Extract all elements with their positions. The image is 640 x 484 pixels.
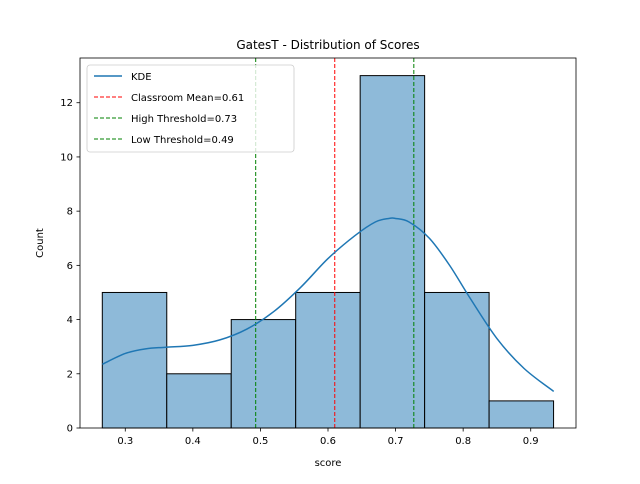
legend-box [86, 64, 295, 153]
x-tick-label: 0.4 [185, 436, 201, 447]
legend-high-label: High Threshold=0.73 [131, 114, 237, 125]
chart-title: GatesT - Distribution of Scores [236, 38, 419, 52]
histogram-bar [166, 373, 232, 429]
x-tick-label: 0.6 [320, 436, 336, 447]
x-tick-label: 0.3 [117, 436, 133, 447]
legend-mean-label: Classroom Mean=0.61 [131, 93, 244, 104]
x-tick-label: 0.8 [455, 436, 471, 447]
histogram-bar [101, 291, 168, 429]
x-tick-label: 0.7 [388, 436, 404, 447]
y-tick-label: 12 [60, 98, 73, 109]
histogram-bar [295, 291, 361, 429]
histogram-bar [359, 75, 426, 429]
legend-low-label: Low Threshold=0.49 [131, 135, 234, 146]
y-axis: 0 2 4 6 8 10 12 [60, 98, 80, 435]
x-axis-label: score [315, 458, 342, 469]
legend: KDE Classroom Mean=0.61 High Threshold=0… [86, 64, 295, 153]
y-tick-label: 10 [60, 152, 73, 163]
y-tick-label: 0 [67, 424, 73, 435]
y-tick-label: 4 [67, 315, 73, 326]
x-tick-label: 0.5 [252, 436, 268, 447]
x-tick-label: 0.9 [523, 436, 539, 447]
y-tick-label: 2 [67, 369, 73, 380]
kde-curve [101, 217, 555, 392]
x-axis: 0.3 0.4 0.5 0.6 0.7 0.8 0.9 [117, 428, 539, 447]
plot-area [101, 58, 555, 429]
y-axis-label: Count [35, 228, 46, 258]
histogram-bar [230, 319, 297, 429]
legend-kde-label: KDE [131, 72, 152, 83]
histogram-bar [488, 400, 555, 429]
y-tick-label: 6 [67, 261, 73, 272]
y-tick-label: 8 [67, 207, 73, 218]
